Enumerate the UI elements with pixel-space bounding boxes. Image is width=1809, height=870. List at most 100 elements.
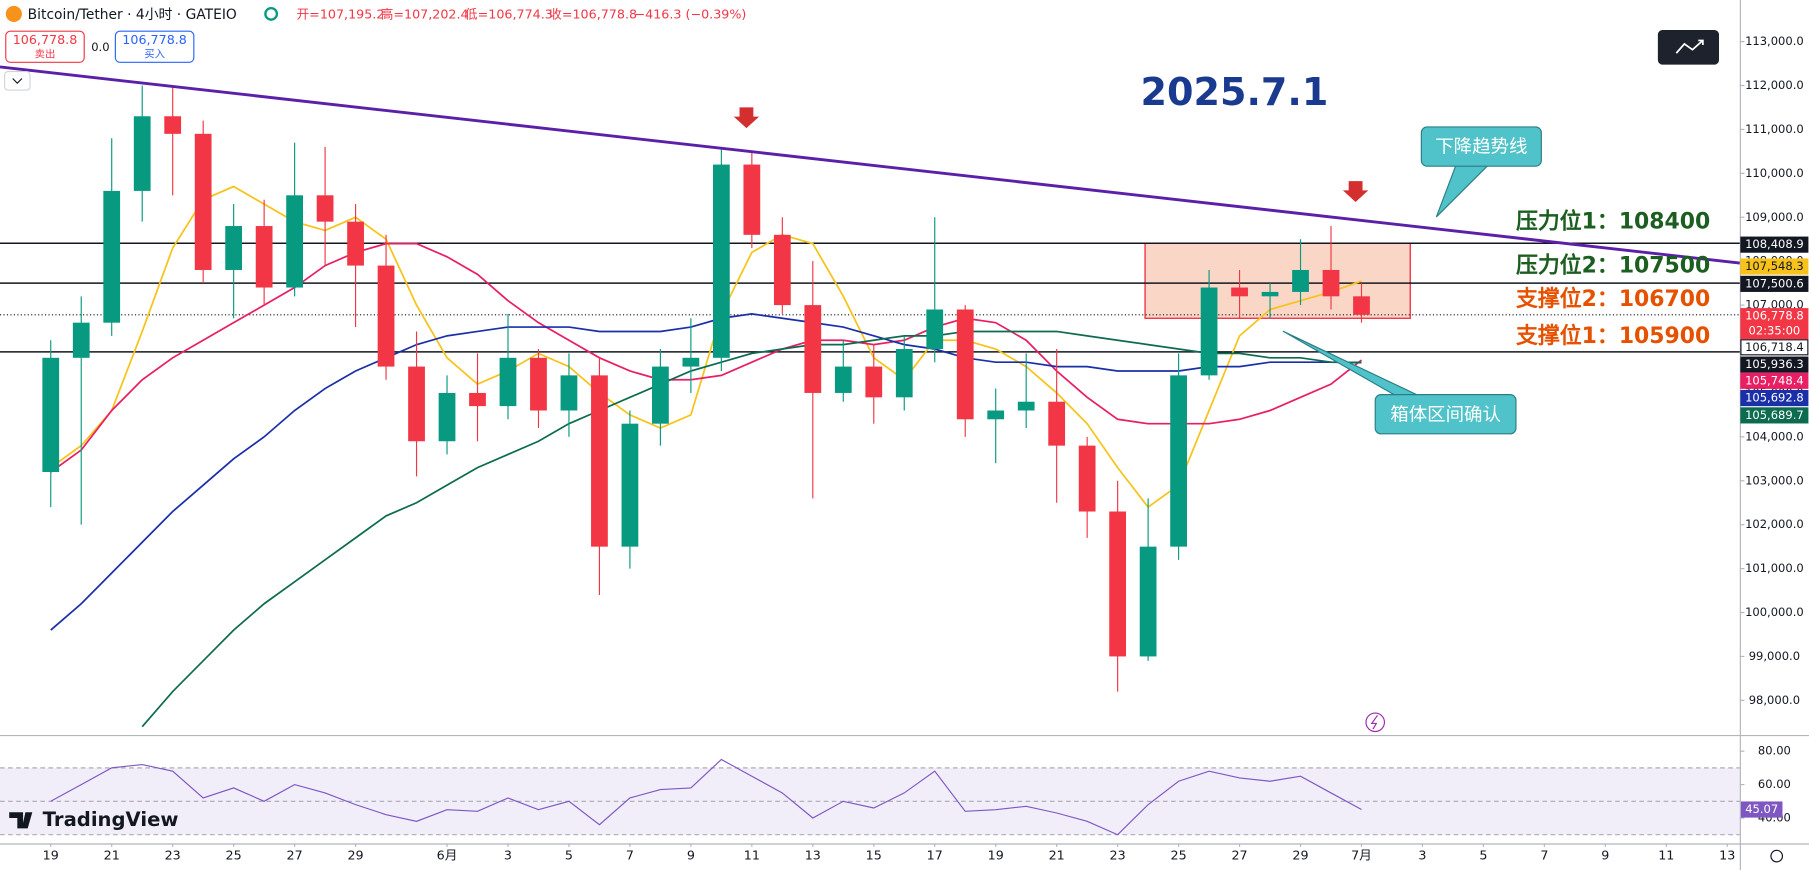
candle-body xyxy=(255,226,273,288)
candle-body xyxy=(347,221,364,266)
candle-body xyxy=(1231,287,1248,297)
buy-label: 买入 xyxy=(144,48,165,60)
rsi-value-box xyxy=(1740,801,1783,818)
logo-icon xyxy=(9,812,33,829)
symbol: Bitcoin/Tether · 4小时 · GATEIO xyxy=(28,7,237,23)
sell-label: 卖出 xyxy=(35,47,56,60)
price-label: 107,500.6 xyxy=(1745,276,1804,290)
y-tick-label: 112,000.0 xyxy=(1745,78,1804,92)
candle-body xyxy=(834,366,852,393)
chart-type-icon xyxy=(1675,39,1704,54)
candle-body xyxy=(225,226,243,270)
candle-body xyxy=(682,357,700,367)
ohlc-low: 低=106,774.3 xyxy=(465,7,553,22)
candle-body xyxy=(286,195,303,288)
candle-body xyxy=(865,366,883,398)
collapse-button[interactable] xyxy=(4,71,31,91)
candle-body xyxy=(1109,511,1127,657)
price-label-box xyxy=(1740,407,1809,424)
y-tick-label: 100,000.0 xyxy=(1745,605,1804,619)
y-tick-label: 110,000.0 xyxy=(1745,166,1804,180)
candle-body xyxy=(895,349,913,398)
price-label: 106,778.8 xyxy=(1745,309,1804,323)
annotation: 支撑位2：106700 xyxy=(1516,286,1710,312)
x-tick-label: 13 xyxy=(805,848,821,863)
moving-average xyxy=(50,313,1362,631)
candle-body xyxy=(133,116,151,191)
y-tick-label: 98,000.0 xyxy=(1749,693,1800,707)
x-tick-label: 6月 xyxy=(437,848,458,863)
x-tick-label: 7 xyxy=(1540,848,1548,863)
candle-body xyxy=(1292,269,1309,292)
candle-body xyxy=(72,322,90,358)
ohlc-close: 收=106,778.8 xyxy=(549,7,637,22)
candle-body xyxy=(743,164,761,235)
y-tick-label: 113,000.0 xyxy=(1745,34,1804,48)
x-tick-label: 3 xyxy=(1418,848,1426,863)
event-icon[interactable] xyxy=(1365,712,1386,733)
price-label: 106,718.4 xyxy=(1745,340,1804,354)
settings-icon[interactable] xyxy=(1770,849,1784,863)
collapse-icon xyxy=(12,78,23,84)
price-label: 105,936.3 xyxy=(1745,357,1804,371)
candle-body xyxy=(103,190,121,323)
candle-body xyxy=(438,392,456,442)
x-tick-label: 17 xyxy=(927,848,943,863)
y-tick-label: 109,000.0 xyxy=(1745,210,1804,224)
annotation: 压力位2：107500 xyxy=(1516,253,1710,279)
event-icon-bolt xyxy=(1370,715,1378,730)
y-tick-label: 102,000.0 xyxy=(1745,517,1804,531)
x-tick-label: 7 xyxy=(626,848,634,863)
candle-body xyxy=(1139,546,1157,657)
ohlc-high: 高=107,202.4 xyxy=(381,7,469,22)
x-tick-label: 9 xyxy=(1601,848,1609,863)
price-label-box xyxy=(1740,275,1809,292)
price-label: 105,689.7 xyxy=(1745,408,1804,422)
x-tick-label: 23 xyxy=(165,848,181,863)
buy-button[interactable] xyxy=(114,30,195,63)
candle-body xyxy=(1048,401,1066,446)
price-label-box xyxy=(1740,372,1809,389)
candle-body xyxy=(469,392,486,407)
x-tick-label: 27 xyxy=(1231,848,1247,863)
candle-body xyxy=(530,357,547,411)
callout xyxy=(1374,394,1517,435)
x-tick-label: 25 xyxy=(226,848,242,863)
candle-body xyxy=(621,423,639,547)
sell-price: 106,778.8 xyxy=(13,32,78,47)
x-tick-label: 27 xyxy=(287,848,303,863)
logo-text: TradingView xyxy=(43,808,179,831)
y-tick-label: 111,000.0 xyxy=(1745,122,1804,136)
price-label-box xyxy=(1740,308,1809,340)
coin-icon xyxy=(5,5,22,22)
x-tick-label: 7月 xyxy=(1351,848,1372,863)
candle-body xyxy=(926,309,944,350)
candle-body xyxy=(804,305,822,393)
candle-body xyxy=(42,357,60,472)
x-tick-label: 9 xyxy=(687,848,695,863)
candle-body xyxy=(987,410,1005,420)
buy-price: 106,778.8 xyxy=(122,32,187,47)
candle-body xyxy=(1322,269,1340,297)
countdown: 02:35:00 xyxy=(1749,324,1801,338)
moving-average xyxy=(50,242,1363,473)
y-tick-label: 103,000.0 xyxy=(1745,473,1804,487)
annotation: 箱体区间确认 xyxy=(1390,404,1501,425)
price-label-box xyxy=(1740,356,1809,373)
callout xyxy=(1420,126,1542,167)
x-tick-label: 19 xyxy=(43,848,59,863)
x-tick-label: 19 xyxy=(988,848,1004,863)
candle-body xyxy=(773,234,791,306)
ohlc-change: −416.3 (−0.39%) xyxy=(635,7,747,22)
x-tick-label: 5 xyxy=(565,848,573,863)
x-tick-label: 23 xyxy=(1110,848,1126,863)
y-tick-label: 80.00 xyxy=(1758,744,1791,758)
down-arrow xyxy=(1342,181,1369,202)
candle-body xyxy=(591,375,608,547)
status-dot xyxy=(264,6,279,21)
x-tick-label: 11 xyxy=(1658,848,1674,863)
sell-button[interactable] xyxy=(5,30,85,63)
candle-body xyxy=(1078,445,1096,512)
